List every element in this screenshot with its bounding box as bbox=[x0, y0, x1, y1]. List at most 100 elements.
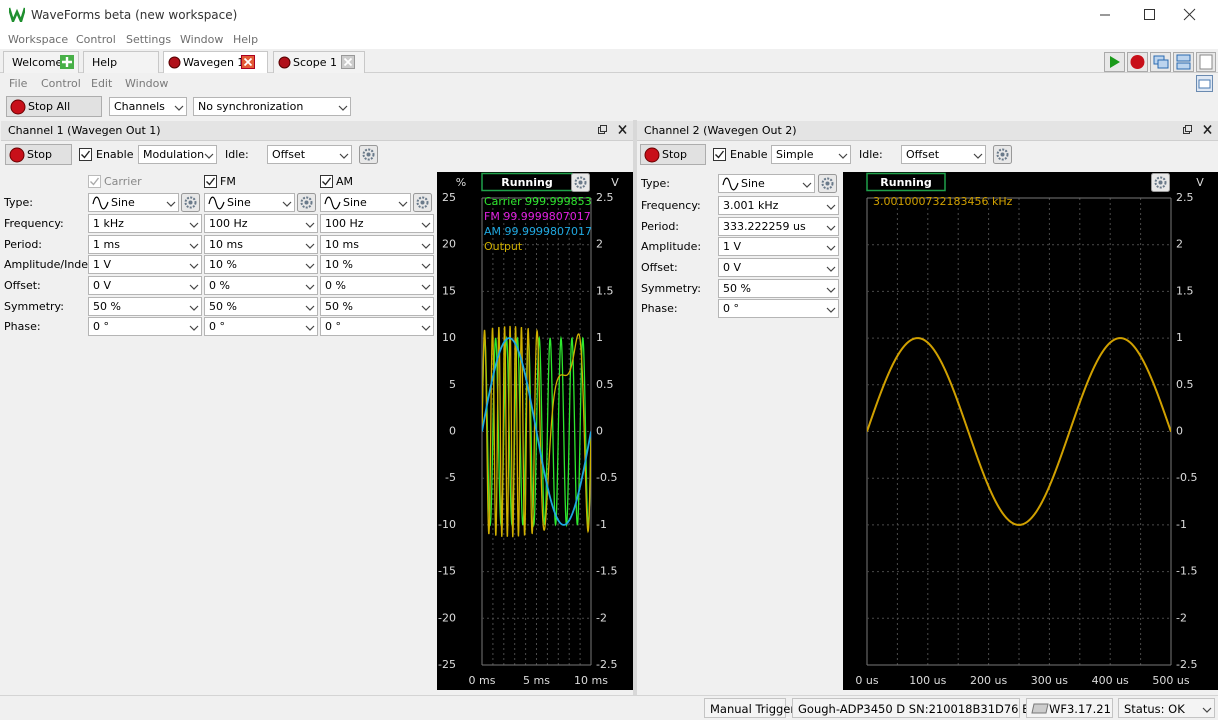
settings-button[interactable] bbox=[818, 174, 837, 193]
tab-label: Scope 1 bbox=[293, 56, 338, 69]
status-item[interactable]: Status: OK bbox=[1118, 698, 1215, 718]
button[interactable]: Stop bbox=[640, 144, 706, 165]
dropdown[interactable]: Sine bbox=[88, 193, 179, 212]
dropdown[interactable]: 0 % bbox=[204, 276, 318, 295]
close-tab[interactable] bbox=[241, 55, 255, 69]
status-item[interactable]: Manual Trigger bbox=[704, 698, 795, 718]
y-tick-label: 0 bbox=[596, 425, 603, 438]
row-label: Frequency: bbox=[641, 199, 701, 212]
settings-button[interactable] bbox=[297, 193, 316, 212]
dropdown[interactable]: 100 Hz bbox=[204, 214, 318, 233]
dropdown[interactable]: Sine bbox=[204, 193, 295, 212]
dropdown[interactable]: 0 ° bbox=[718, 299, 839, 318]
y-tick-label: 5 bbox=[449, 378, 456, 391]
legend-entry: Carrier 999.99985347 bbox=[484, 195, 606, 208]
dropdown[interactable]: Sine bbox=[718, 174, 815, 193]
close-tab[interactable] bbox=[341, 55, 355, 69]
row-label: Type: bbox=[4, 196, 33, 209]
menu-item[interactable]: Workspace bbox=[8, 33, 69, 46]
dropdown-value: 50 % bbox=[325, 300, 353, 313]
menu-item[interactable]: File bbox=[9, 77, 28, 90]
menu-item[interactable]: Settings bbox=[126, 33, 172, 46]
menu-item[interactable]: Window bbox=[125, 77, 169, 90]
menu-item[interactable]: Control bbox=[76, 33, 116, 46]
dropdown[interactable]: 0 ° bbox=[320, 317, 434, 336]
unit-label: % bbox=[456, 176, 466, 189]
dropdown[interactable]: 10 % bbox=[320, 255, 434, 274]
dropdown[interactable]: Sine bbox=[320, 193, 411, 212]
dropdown[interactable]: 10 ms bbox=[320, 235, 434, 254]
settings-button[interactable] bbox=[359, 145, 378, 164]
plot-settings[interactable] bbox=[1151, 173, 1170, 192]
dropdown-arrow bbox=[189, 263, 199, 269]
dropdown[interactable]: Modulation bbox=[138, 145, 217, 164]
tab[interactable]: Scope 1 bbox=[273, 51, 365, 73]
dropdown-value: 1 V bbox=[93, 258, 112, 271]
dropdown[interactable]: 10 % bbox=[204, 255, 318, 274]
unit-label: V bbox=[611, 176, 619, 189]
sine-icon bbox=[92, 196, 109, 210]
button[interactable]: Stop bbox=[5, 144, 72, 165]
panel-title: Channel 2 (Wavegen Out 2) bbox=[644, 124, 797, 137]
dropdown-value: 1 V bbox=[723, 240, 742, 253]
tab[interactable]: Help bbox=[83, 51, 159, 73]
dropdown[interactable]: 333.222259 us bbox=[718, 217, 839, 236]
menu-item[interactable]: Control bbox=[41, 77, 81, 90]
x-tick-label: 500 us bbox=[1152, 674, 1189, 687]
dropdown[interactable]: 0 % bbox=[320, 276, 434, 295]
dropdown-value: 0 % bbox=[209, 279, 230, 292]
dropdown[interactable]: 1 kHz bbox=[88, 214, 202, 233]
dropdown[interactable]: 50 % bbox=[320, 297, 434, 316]
tab[interactable]: Welcome bbox=[3, 51, 79, 73]
y-tick-label: 2.5 bbox=[596, 191, 614, 204]
dropdown[interactable]: No synchronization bbox=[193, 97, 351, 116]
dropdown[interactable]: 100 Hz bbox=[320, 214, 434, 233]
dropdown[interactable]: 0 ° bbox=[204, 317, 318, 336]
checkbox[interactable] bbox=[713, 148, 726, 161]
row-label: Amplitude/Index: bbox=[4, 258, 99, 271]
dropdown[interactable]: Offset bbox=[901, 145, 986, 164]
settings-button[interactable] bbox=[181, 193, 200, 212]
dropdown[interactable]: 0 ° bbox=[88, 317, 202, 336]
dropdown[interactable]: 0 V bbox=[718, 258, 839, 277]
checkbox[interactable] bbox=[204, 175, 217, 188]
button[interactable]: Stop All bbox=[6, 96, 102, 117]
menu-item[interactable]: Edit bbox=[91, 77, 113, 90]
settings-button[interactable] bbox=[413, 193, 432, 212]
dropdown[interactable]: 1 V bbox=[88, 255, 202, 274]
dropdown[interactable]: 50 % bbox=[204, 297, 318, 316]
dropdown[interactable]: 10 ms bbox=[204, 235, 318, 254]
settings-button[interactable] bbox=[993, 145, 1012, 164]
dropdown[interactable]: 1 V bbox=[718, 237, 839, 256]
dropdown-arrow bbox=[826, 307, 836, 313]
plot-settings[interactable] bbox=[571, 173, 590, 192]
dropdown[interactable]: 0 V bbox=[88, 276, 202, 295]
waveform bbox=[482, 337, 591, 526]
checkbox[interactable] bbox=[79, 148, 92, 161]
dropdown[interactable]: 3.001 kHz bbox=[718, 196, 839, 215]
y-tick-label: -20 bbox=[438, 611, 456, 624]
tab[interactable]: Wavegen 1 bbox=[163, 51, 268, 73]
dropdown[interactable]: Simple bbox=[771, 145, 851, 164]
y-tick-label: 25 bbox=[442, 191, 456, 204]
dropdown-value: 50 % bbox=[209, 300, 237, 313]
window-controls bbox=[1100, 8, 1196, 21]
dropdown-value: 10 % bbox=[209, 258, 237, 271]
dropdown[interactable]: 50 % bbox=[718, 279, 839, 298]
y-tick-label: 1.5 bbox=[596, 284, 614, 297]
checkbox[interactable] bbox=[88, 175, 101, 188]
y-tick-label: 0 bbox=[449, 425, 456, 438]
dropdown[interactable]: Channels bbox=[109, 97, 187, 116]
checkbox[interactable] bbox=[320, 175, 333, 188]
x-tick-label: 0 ms bbox=[469, 674, 496, 687]
dropdown[interactable]: 50 % bbox=[88, 297, 202, 316]
dropdown[interactable]: 1 ms bbox=[88, 235, 202, 254]
menu-item[interactable]: Help bbox=[233, 33, 259, 46]
dropdown[interactable]: Offset bbox=[267, 145, 352, 164]
status-box bbox=[866, 172, 946, 192]
button-label: Stop bbox=[27, 148, 53, 161]
dropdown-value: Simple bbox=[776, 148, 814, 161]
y-tick-label: -2 bbox=[1176, 611, 1187, 624]
dropdown-value: 10 ms bbox=[209, 238, 243, 251]
menu-item[interactable]: Window bbox=[180, 33, 224, 46]
